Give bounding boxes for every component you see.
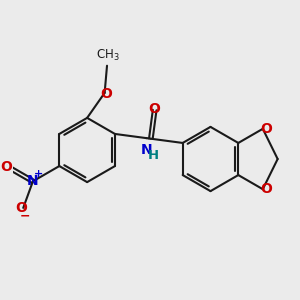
Text: O: O [15, 201, 27, 215]
Text: O: O [260, 122, 272, 136]
Text: −: − [20, 210, 30, 223]
Text: O: O [260, 182, 272, 196]
Text: N: N [141, 143, 153, 157]
Text: N: N [27, 174, 39, 188]
Text: O: O [149, 101, 161, 116]
Text: H: H [148, 149, 159, 162]
Text: O: O [0, 160, 12, 174]
Text: +: + [34, 169, 43, 179]
Text: O: O [100, 87, 112, 101]
Text: CH$_3$: CH$_3$ [96, 47, 119, 63]
